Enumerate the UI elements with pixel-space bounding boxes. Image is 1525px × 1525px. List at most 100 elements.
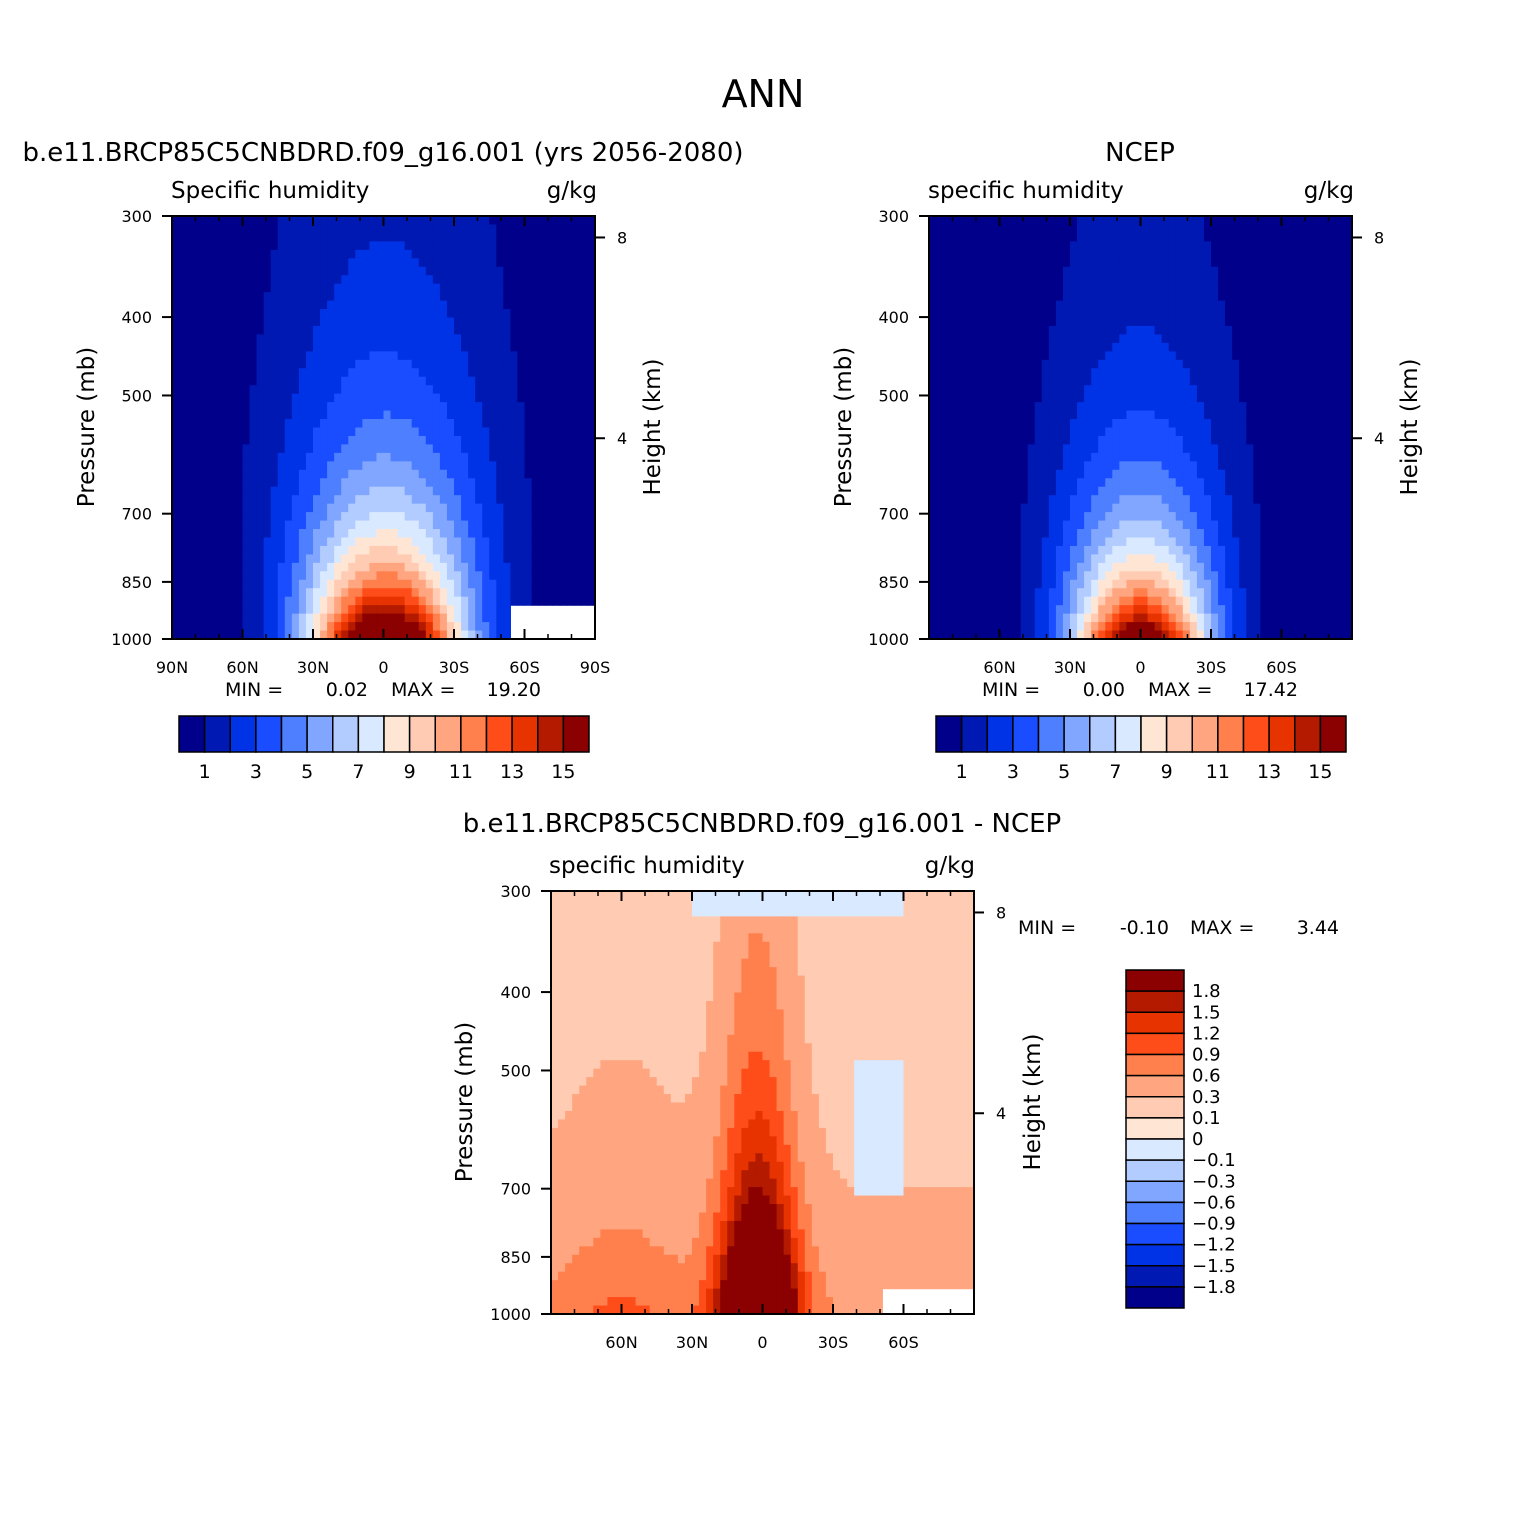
field-cell bbox=[277, 334, 286, 344]
field-cell bbox=[305, 402, 314, 412]
field-cell bbox=[580, 596, 589, 606]
field-cell bbox=[1048, 410, 1057, 420]
field-cell bbox=[468, 232, 476, 242]
field-cell bbox=[943, 469, 951, 479]
field-cell bbox=[531, 503, 540, 513]
field-cell bbox=[1062, 317, 1071, 327]
field-cell bbox=[214, 588, 222, 598]
field-cell bbox=[524, 266, 533, 276]
field-cell bbox=[573, 292, 582, 302]
field-cell bbox=[545, 309, 554, 319]
field-cell bbox=[461, 368, 469, 378]
field-cell bbox=[172, 342, 180, 352]
field-cell bbox=[228, 232, 237, 242]
field-cell bbox=[207, 410, 215, 420]
field-cell bbox=[1140, 469, 1149, 479]
field-cell bbox=[418, 402, 427, 412]
field-cell bbox=[397, 309, 406, 319]
field-cell bbox=[277, 241, 286, 251]
field-cell bbox=[1126, 342, 1135, 352]
field-cell bbox=[439, 529, 448, 539]
field-cell bbox=[341, 232, 349, 242]
field-cell bbox=[510, 216, 519, 226]
field-cell bbox=[950, 309, 958, 319]
field-cell bbox=[221, 529, 229, 539]
field-cell bbox=[1034, 402, 1043, 412]
field-cell bbox=[1281, 452, 1290, 462]
field-cell bbox=[461, 478, 469, 488]
field-cell bbox=[1203, 419, 1212, 429]
field-cell bbox=[1077, 216, 1085, 226]
field-cell bbox=[1211, 292, 1219, 302]
field-cell bbox=[489, 596, 497, 606]
field-cell bbox=[1006, 385, 1015, 395]
field-cell bbox=[1239, 224, 1247, 234]
field-cell bbox=[1154, 258, 1163, 268]
field-cell bbox=[362, 216, 370, 226]
field-cell bbox=[1070, 249, 1078, 259]
field-cell bbox=[228, 342, 237, 352]
field-cell bbox=[580, 503, 589, 513]
field-cell bbox=[334, 520, 342, 530]
field-cell bbox=[179, 562, 187, 572]
field-cell bbox=[1253, 232, 1261, 242]
field-cell bbox=[376, 402, 385, 412]
field-cell bbox=[978, 402, 986, 412]
field-cell bbox=[1147, 232, 1156, 242]
field-cell bbox=[242, 461, 251, 471]
field-cell bbox=[503, 232, 511, 242]
field-cell bbox=[503, 444, 511, 454]
field-cell bbox=[277, 588, 286, 598]
field-cell bbox=[1147, 359, 1156, 369]
field-cell bbox=[1112, 376, 1120, 386]
field-cell bbox=[1316, 435, 1325, 446]
field-cell bbox=[1267, 258, 1276, 268]
field-cell bbox=[1189, 292, 1198, 302]
field-cell bbox=[587, 419, 596, 429]
field-cell bbox=[425, 461, 434, 471]
field-cell bbox=[971, 334, 979, 344]
field-cell bbox=[228, 376, 237, 386]
field-cell bbox=[957, 452, 965, 462]
field-cell bbox=[1084, 461, 1092, 471]
field-cell bbox=[383, 478, 392, 488]
field-cell bbox=[1337, 224, 1346, 234]
field-cell bbox=[1246, 241, 1254, 251]
field-cell bbox=[404, 529, 413, 539]
field-cell bbox=[587, 596, 596, 606]
field-cell bbox=[263, 605, 272, 615]
field-cell bbox=[468, 266, 476, 276]
field-cell bbox=[496, 368, 504, 378]
field-cell bbox=[298, 613, 307, 623]
field-cell bbox=[305, 292, 314, 302]
field-cell bbox=[566, 478, 575, 488]
field-cell bbox=[482, 266, 490, 276]
field-cell bbox=[404, 283, 413, 293]
field-cell bbox=[1239, 351, 1247, 361]
field-cell bbox=[397, 478, 406, 488]
field-cell bbox=[531, 520, 540, 530]
field-cell bbox=[235, 410, 244, 420]
field-cell bbox=[1189, 359, 1198, 369]
field-cell bbox=[1239, 427, 1247, 437]
field-cell bbox=[348, 232, 356, 242]
field-cell bbox=[950, 469, 958, 479]
field-cell bbox=[531, 292, 540, 302]
field-cell bbox=[1034, 249, 1043, 259]
field-cell bbox=[1330, 334, 1339, 344]
field-cell bbox=[1154, 478, 1163, 488]
field-cell bbox=[1098, 216, 1106, 226]
field-cell bbox=[971, 444, 979, 454]
field-cell bbox=[943, 266, 951, 276]
field-cell bbox=[1105, 325, 1113, 336]
field-cell bbox=[1246, 452, 1254, 462]
field-cell bbox=[179, 368, 187, 378]
field-cell bbox=[1281, 258, 1290, 268]
field-cell bbox=[468, 241, 476, 251]
field-cell bbox=[587, 579, 596, 589]
field-cell bbox=[242, 376, 251, 386]
field-cell bbox=[284, 427, 293, 437]
field-cell bbox=[1175, 317, 1184, 327]
field-cell bbox=[320, 359, 328, 369]
field-cell bbox=[1147, 351, 1156, 361]
